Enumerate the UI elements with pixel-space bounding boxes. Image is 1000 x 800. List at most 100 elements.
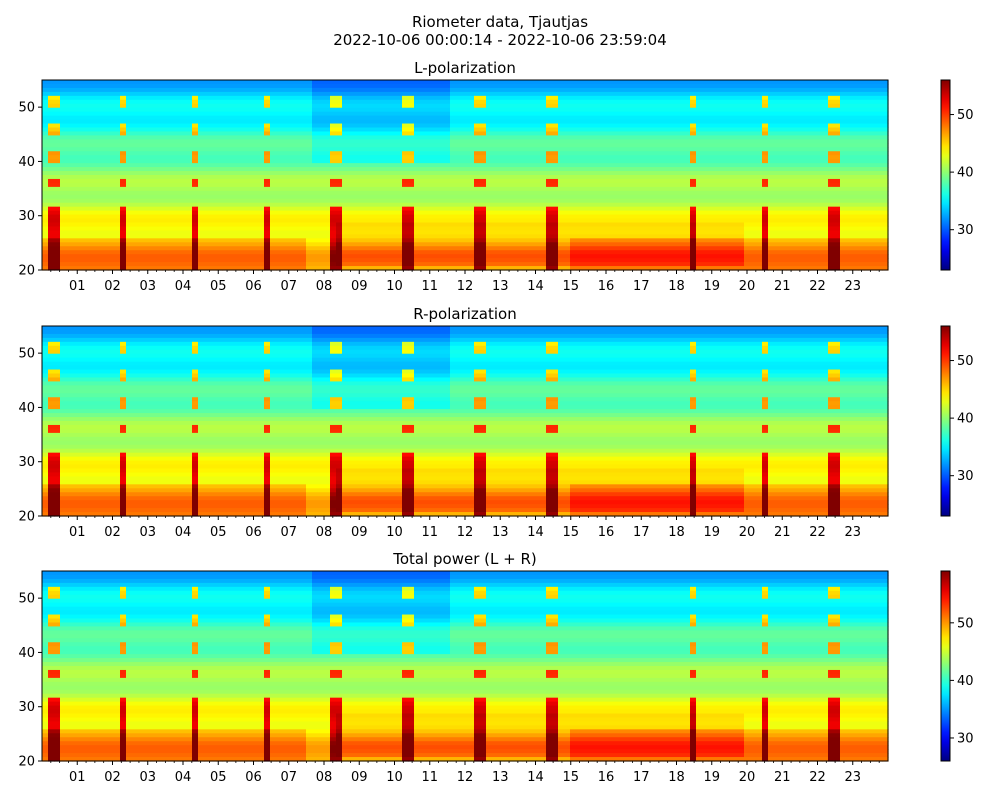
heatmap-cell [594, 242, 601, 247]
heatmap-cell [234, 207, 241, 212]
heatmap-cell [618, 191, 625, 196]
heatmap-cell [582, 131, 589, 136]
heatmap-cell [474, 215, 481, 220]
heatmap-cell [438, 195, 445, 200]
heatmap-cell [228, 104, 235, 109]
heatmap-cell [552, 120, 559, 125]
heatmap-cell [426, 155, 433, 160]
heatmap-cell [492, 139, 499, 144]
heatmap-cell [558, 108, 565, 113]
heatmap-cell [510, 147, 517, 152]
heatmap-cell [294, 92, 301, 97]
heatmap-cell [444, 191, 451, 196]
heatmap-cell [264, 195, 271, 200]
heatmap-cell [150, 104, 157, 109]
heatmap-cell [630, 151, 637, 156]
heatmap-cell [378, 108, 385, 113]
heatmap-cell [540, 151, 547, 156]
heatmap-cell [606, 195, 613, 200]
heatmap-cell [48, 234, 55, 239]
heatmap-cell [252, 124, 259, 129]
heatmap-cell [324, 120, 331, 125]
heatmap-cell [420, 191, 427, 196]
heatmap-cell [300, 171, 307, 176]
heatmap-cell [636, 223, 643, 228]
heatmap-cell [498, 159, 505, 164]
heatmap-cell [366, 135, 373, 140]
heatmap-cell [630, 262, 637, 267]
heatmap-cell [636, 175, 643, 180]
heatmap-cell [228, 171, 235, 176]
heatmap-cell [384, 116, 391, 121]
heatmap-cell [60, 124, 67, 129]
heatmap-cell [102, 234, 109, 239]
heatmap-cell [312, 135, 319, 140]
heatmap-cell [492, 163, 499, 168]
heatmap-cell [162, 183, 169, 188]
heatmap-cell [222, 124, 229, 129]
heatmap-cell [546, 234, 553, 239]
heatmap-cell [642, 171, 649, 176]
heatmap-cell [168, 88, 175, 93]
heatmap-cell [456, 234, 463, 239]
heatmap-cell [162, 104, 169, 109]
heatmap-cell [66, 187, 73, 192]
heatmap-cell [342, 143, 349, 148]
heatmap-cell [546, 211, 553, 216]
heatmap-cell [486, 155, 493, 160]
heatmap-cell [138, 116, 145, 121]
heatmap-cell [252, 84, 259, 89]
heatmap-cell [72, 120, 79, 125]
heatmap-cell [78, 258, 85, 263]
heatmap-cell [378, 219, 385, 224]
heatmap-cell [114, 159, 121, 164]
heatmap-cell [312, 211, 319, 216]
heatmap-cell [48, 211, 55, 216]
heatmap-cell [192, 88, 199, 93]
heatmap-cell [486, 139, 493, 144]
heatmap-cell [198, 159, 205, 164]
heatmap-cell [156, 163, 163, 168]
heatmap-cell [144, 199, 151, 204]
heatmap-cell [606, 108, 613, 113]
heatmap-cell [162, 207, 169, 212]
heatmap-cell [240, 254, 247, 259]
heatmap-cell [162, 238, 169, 243]
heatmap-cell [558, 112, 565, 117]
heatmap-cell [600, 155, 607, 160]
heatmap-cell [42, 223, 49, 228]
heatmap-cell [342, 112, 349, 117]
heatmap-cell [372, 226, 379, 231]
heatmap-cell [312, 96, 319, 101]
heatmap-cell [42, 179, 49, 184]
heatmap-cell [120, 230, 127, 235]
heatmap-cell [606, 84, 613, 89]
heatmap-cell [414, 159, 421, 164]
heatmap-cell [222, 139, 229, 144]
heatmap-cell [606, 135, 613, 140]
heatmap-cell [246, 207, 253, 212]
heatmap-cell [576, 230, 583, 235]
heatmap-cell [420, 254, 427, 259]
heatmap-cell [384, 163, 391, 168]
heatmap-cell [558, 179, 565, 184]
heatmap-cell [42, 262, 49, 267]
heatmap-cell [336, 159, 343, 164]
heatmap-cell [108, 167, 115, 172]
heatmap-cell [324, 139, 331, 144]
heatmap-cell [282, 159, 289, 164]
heatmap-cell [630, 207, 637, 212]
heatmap-cell [60, 112, 67, 117]
heatmap-cell [102, 84, 109, 89]
heatmap-cell [120, 112, 127, 117]
heatmap-cell [300, 88, 307, 93]
heatmap-cell [540, 219, 547, 224]
heatmap-cell [468, 128, 475, 133]
heatmap-cell [288, 104, 295, 109]
heatmap-cell [534, 92, 541, 97]
heatmap-cell [204, 179, 211, 184]
heatmap-cell [618, 84, 625, 89]
heatmap-cell [330, 139, 337, 144]
heatmap-cell [552, 242, 559, 247]
heatmap-cell [642, 242, 649, 247]
